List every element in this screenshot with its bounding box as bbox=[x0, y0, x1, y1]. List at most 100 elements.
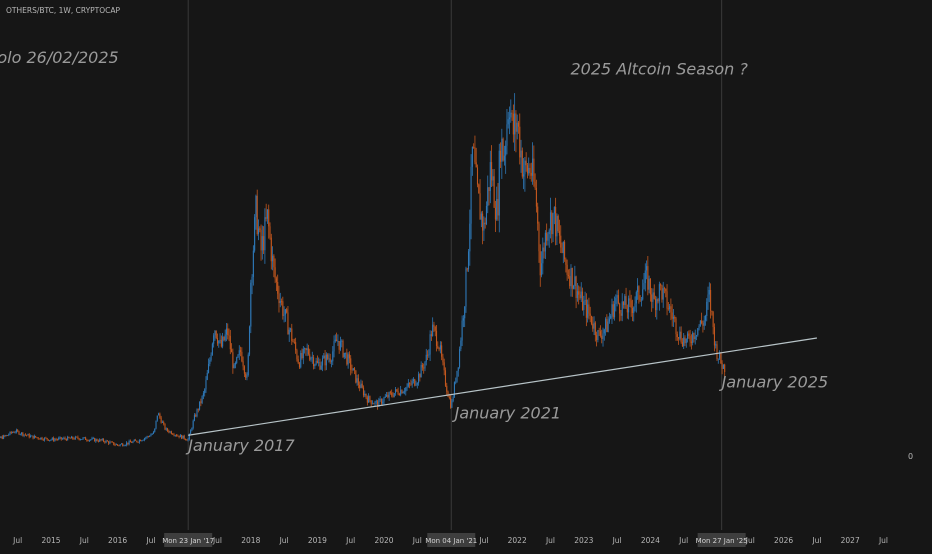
candle-up bbox=[237, 355, 238, 357]
candle-down bbox=[346, 353, 347, 365]
candle-down bbox=[568, 275, 569, 276]
candle-down bbox=[720, 353, 721, 363]
candle-up bbox=[155, 421, 156, 429]
candle-down bbox=[259, 228, 260, 229]
candle-down bbox=[414, 379, 415, 385]
candle-down bbox=[122, 444, 123, 446]
candle-up bbox=[471, 167, 472, 224]
candle-up bbox=[222, 337, 223, 347]
y-axis-tick: 0 bbox=[908, 452, 913, 461]
candle-down bbox=[623, 301, 624, 305]
candle-down bbox=[72, 437, 73, 439]
candle-down bbox=[263, 236, 264, 250]
candle-down bbox=[172, 434, 173, 435]
candle-up bbox=[109, 442, 110, 444]
candle-down bbox=[293, 341, 294, 342]
candle-down bbox=[327, 355, 328, 359]
candle-down bbox=[362, 384, 363, 388]
candle-up bbox=[262, 236, 263, 250]
candle-up bbox=[481, 214, 482, 220]
candle-up bbox=[683, 338, 684, 347]
candle-down bbox=[664, 288, 665, 289]
candle-up bbox=[487, 187, 488, 206]
candle-up bbox=[417, 383, 418, 385]
candle-down bbox=[112, 442, 113, 443]
candle-down bbox=[431, 334, 432, 336]
candle-up bbox=[405, 388, 406, 392]
candle-down bbox=[25, 435, 26, 436]
candle-up bbox=[214, 331, 215, 336]
candle-up bbox=[258, 228, 259, 234]
candle-up bbox=[570, 268, 571, 286]
candle-up bbox=[646, 266, 647, 270]
candle-up bbox=[312, 357, 313, 358]
candle-down bbox=[18, 431, 19, 434]
candle-down bbox=[647, 266, 648, 290]
x-axis-tick: 2022 bbox=[508, 536, 527, 545]
candle-down bbox=[716, 344, 717, 359]
candle-up bbox=[413, 379, 414, 381]
candle-up bbox=[472, 147, 473, 167]
candle-up bbox=[428, 355, 429, 356]
candle-up bbox=[718, 359, 719, 360]
candle-up bbox=[145, 438, 146, 439]
candle-up bbox=[81, 439, 82, 440]
candle-down bbox=[714, 327, 715, 345]
candle-up bbox=[604, 329, 605, 333]
candle-down bbox=[480, 193, 481, 219]
candle-down bbox=[305, 348, 306, 350]
candle-up bbox=[412, 381, 413, 384]
candle-up bbox=[424, 362, 425, 369]
candle-down bbox=[296, 350, 297, 359]
candle-down bbox=[724, 365, 725, 372]
candle-up bbox=[563, 242, 564, 253]
candle-up bbox=[50, 440, 51, 441]
candle-down bbox=[57, 439, 58, 440]
candle-up bbox=[556, 216, 557, 236]
candle-up bbox=[150, 435, 151, 437]
candle-up bbox=[204, 389, 205, 393]
candle-down bbox=[442, 357, 443, 363]
candle-up bbox=[49, 440, 50, 441]
candle-up bbox=[75, 437, 76, 440]
candle-up bbox=[524, 161, 525, 175]
candle-up bbox=[459, 349, 460, 367]
candle-down bbox=[244, 366, 245, 373]
candle-up bbox=[323, 356, 324, 359]
candle-up bbox=[483, 223, 484, 231]
x-axis-tick: Jul bbox=[345, 536, 355, 545]
candle-down bbox=[104, 441, 105, 442]
candle-down bbox=[76, 437, 77, 438]
candle-up bbox=[289, 330, 290, 335]
candle-down bbox=[309, 354, 310, 359]
candle-down bbox=[445, 370, 446, 385]
candle-up bbox=[234, 365, 235, 369]
candle-down bbox=[551, 212, 552, 234]
candle-up bbox=[54, 439, 55, 440]
candle-up bbox=[272, 256, 273, 262]
candle-down bbox=[558, 216, 559, 231]
candle-down bbox=[632, 308, 633, 313]
candle-up bbox=[700, 321, 701, 326]
candle-up bbox=[506, 124, 507, 145]
candle-up bbox=[597, 330, 598, 340]
candle-up bbox=[360, 384, 361, 388]
candle-up bbox=[581, 292, 582, 299]
candle-down bbox=[47, 438, 48, 439]
candle-up bbox=[129, 441, 130, 444]
candle-down bbox=[301, 353, 302, 358]
candle-down bbox=[660, 284, 661, 286]
candle-down bbox=[591, 316, 592, 324]
candle-up bbox=[404, 392, 405, 393]
candle-up bbox=[93, 438, 94, 439]
candle-up bbox=[116, 444, 117, 445]
candle-down bbox=[179, 436, 180, 437]
candle-down bbox=[241, 352, 242, 361]
candle-up bbox=[191, 428, 192, 430]
candle-up bbox=[376, 401, 377, 402]
candle-down bbox=[690, 336, 691, 341]
candle-down bbox=[515, 113, 516, 131]
candle-up bbox=[686, 339, 687, 343]
